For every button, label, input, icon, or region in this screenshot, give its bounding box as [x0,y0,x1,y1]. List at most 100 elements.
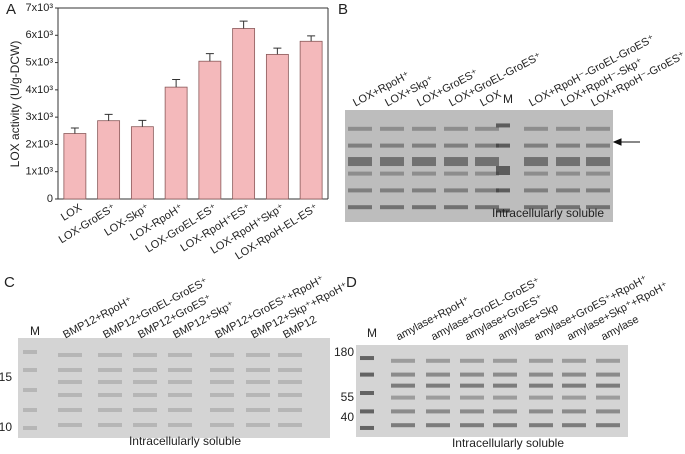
band [496,166,510,175]
y-axis-title: LOX activity (U/g-DCW) [8,41,22,168]
band [596,423,620,428]
band [278,380,302,384]
band [586,205,610,210]
band [529,423,553,428]
lane-label: M [503,92,513,106]
lane-label: M [367,326,377,340]
band [460,383,484,388]
band [412,205,436,210]
band [586,143,610,148]
band [475,188,499,193]
band [529,372,553,377]
band [246,423,270,427]
band [496,123,510,128]
band [133,423,157,427]
band [348,188,372,193]
band [58,368,82,372]
band [426,395,450,400]
band [524,205,548,210]
band [412,171,436,176]
band [380,143,404,148]
bar [130,126,154,200]
band [596,409,620,414]
band [210,408,234,412]
band [460,372,484,377]
band [529,383,553,388]
band [348,205,372,210]
marker-label: 180 [334,345,354,359]
band [496,143,510,148]
y-tick-label: 4x10³ [25,84,53,96]
band [426,383,450,388]
band [426,423,450,428]
band [98,423,122,427]
gel [356,345,628,437]
error-bar [239,20,248,29]
band [529,409,553,414]
y-tick-label: 7x10³ [25,2,53,14]
band [460,395,484,400]
band [562,409,586,414]
band [348,171,372,176]
band [246,408,270,412]
band [412,157,436,167]
band [380,126,404,131]
band [562,395,586,400]
band [496,188,510,193]
band [556,126,580,131]
band [168,368,192,372]
band [380,171,404,176]
panel-label: C [4,274,15,291]
band [348,157,372,167]
band [23,350,37,354]
band [380,205,404,210]
marker-label: 55 [341,390,355,404]
band [210,353,234,357]
band [493,395,517,400]
band [98,353,122,357]
y-tick-label: 6x10³ [25,29,53,41]
band [586,188,610,193]
band [23,408,37,412]
band [586,126,610,131]
band [444,157,468,167]
band [210,423,234,427]
band [23,368,37,372]
band [460,423,484,428]
band [133,368,157,372]
bar [299,40,323,200]
bar [198,60,222,200]
bar [265,53,289,200]
band [562,423,586,428]
band [391,383,415,388]
band [360,356,374,361]
band [58,408,82,412]
band [475,126,499,131]
error-bar [70,127,79,134]
band [133,380,157,384]
band [391,372,415,377]
band [444,188,468,193]
band [246,368,270,372]
band [596,358,620,363]
error-bar [205,53,214,62]
gel-caption: Intracellularly soluble [492,206,604,220]
band [529,358,553,363]
band [391,358,415,363]
y-tick-label: 3x10³ [25,111,53,123]
error-bar [138,119,147,127]
marker-label: 10 [0,420,12,434]
band [596,395,620,400]
band [210,368,234,372]
band [412,188,436,193]
band [360,391,374,395]
band [460,409,484,414]
band [133,353,157,357]
band [168,408,192,412]
band [496,208,510,213]
band [168,423,192,427]
band [58,353,82,357]
bar [97,120,121,200]
band [278,353,302,357]
